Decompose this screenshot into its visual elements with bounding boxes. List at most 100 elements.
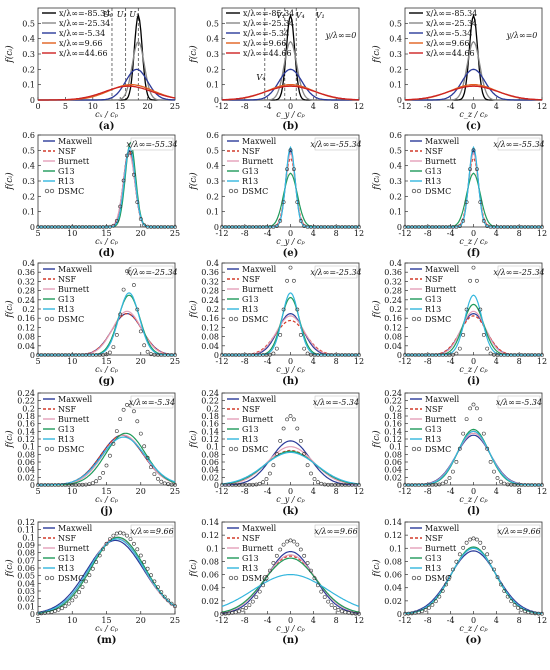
series-line-maxwell bbox=[221, 551, 360, 614]
y-tick-label: 0.1 bbox=[389, 208, 402, 217]
dsmc-point bbox=[488, 459, 493, 464]
y-tick-label: 0.07 bbox=[17, 556, 35, 565]
dsmc-point bbox=[406, 611, 411, 616]
dsmc-point bbox=[285, 167, 290, 172]
dsmc-point bbox=[142, 223, 147, 228]
y-tick-label: 0.6 bbox=[389, 131, 402, 140]
dsmc-point bbox=[474, 537, 479, 542]
dsmc-point bbox=[162, 481, 167, 486]
dsmc-point bbox=[94, 225, 99, 229]
dsmc-point bbox=[121, 178, 126, 183]
panel-g: 5 10 15 20 2500.040.080.120.160.20.240.280.3… bbox=[4, 259, 180, 387]
y-tick-label: 0.1 bbox=[206, 81, 219, 90]
dsmc-point bbox=[461, 431, 466, 436]
y-tick-label: 0 bbox=[214, 481, 219, 490]
x-tick-label: -8 bbox=[424, 616, 432, 625]
x-tick-label: 12 bbox=[354, 357, 364, 366]
dsmc-point bbox=[474, 406, 479, 411]
legend-label: x/λ∞=44.66 bbox=[59, 49, 108, 58]
dsmc-point bbox=[295, 307, 300, 312]
y-tick-label: 0.36 bbox=[384, 268, 402, 277]
dsmc-point bbox=[138, 217, 143, 221]
x-axis-label: c_y / cₚ bbox=[276, 237, 305, 246]
dsmc-point bbox=[108, 224, 112, 229]
dsmc-point bbox=[104, 352, 109, 357]
dsmc-point bbox=[257, 589, 262, 594]
dsmc-point bbox=[278, 218, 283, 223]
dsmc-point bbox=[485, 224, 490, 229]
dsmc-point bbox=[274, 451, 279, 456]
dsmc-point bbox=[357, 353, 361, 357]
legend-label: Maxwell bbox=[58, 137, 93, 146]
dsmc-point bbox=[121, 531, 126, 536]
legend-label: NSF bbox=[58, 275, 76, 284]
dsmc-point bbox=[540, 611, 544, 616]
legend-label: DSMC bbox=[58, 187, 84, 196]
series-line-r13 bbox=[405, 145, 542, 228]
dsmc-point bbox=[101, 470, 106, 475]
dsmc-point bbox=[125, 533, 129, 538]
legend-label: G13 bbox=[425, 425, 442, 434]
annotation-box bbox=[130, 395, 174, 409]
y-tick-label: 0.14 bbox=[384, 518, 402, 527]
y-tick-label: 0.2 bbox=[22, 404, 35, 413]
legend-label: NSF bbox=[58, 147, 76, 156]
annotation: y/λ∞=0 bbox=[506, 31, 538, 40]
legend-swatch bbox=[411, 446, 417, 452]
y-tick-label: 0.04 bbox=[384, 342, 402, 351]
y-tick-label: 0.14 bbox=[384, 427, 402, 436]
dsmc-point bbox=[131, 541, 136, 546]
dsmc-point bbox=[464, 307, 469, 312]
dsmc-point bbox=[485, 346, 490, 351]
x-tick-label: 10 bbox=[88, 102, 98, 111]
y-tick-label: 0.08 bbox=[201, 557, 219, 566]
legend-label: Maxwell bbox=[425, 137, 460, 146]
dsmc-point bbox=[145, 349, 150, 354]
dsmc-point bbox=[433, 482, 438, 487]
dsmc-point bbox=[295, 426, 300, 431]
legend-label: DSMC bbox=[242, 445, 268, 454]
x-axis-label: c_z / cₚ bbox=[459, 110, 488, 119]
dsmc-point bbox=[155, 476, 160, 481]
y-tick-label: 0.04 bbox=[384, 584, 402, 593]
annotation-box bbox=[497, 265, 541, 279]
y-tick-label: 0.24 bbox=[201, 296, 219, 305]
y-tick-label: 0.04 bbox=[201, 342, 219, 351]
dsmc-point bbox=[135, 547, 140, 552]
x-tick-label: -12 bbox=[216, 357, 229, 366]
x-tick-label: -4 bbox=[447, 357, 455, 366]
dsmc-point bbox=[291, 167, 296, 172]
y-tick-label: 0.12 bbox=[201, 323, 219, 332]
x-tick-label: 5 bbox=[63, 102, 68, 111]
x-tick-label: 8 bbox=[517, 102, 522, 111]
dsmc-point bbox=[492, 469, 496, 474]
x-tick-label: 0 bbox=[35, 102, 40, 111]
y-tick-label: 0.2 bbox=[389, 192, 402, 201]
y-tick-label: 0.28 bbox=[384, 287, 402, 296]
annotation: x/λ∞=-55.34 bbox=[493, 140, 544, 149]
dsmc-point bbox=[288, 148, 293, 153]
legend-label: R13 bbox=[242, 435, 258, 444]
dsmc-point bbox=[274, 346, 279, 351]
y-tick-label: 0.28 bbox=[201, 287, 219, 296]
legend-label: R13 bbox=[242, 177, 258, 186]
x-tick-label: 8 bbox=[334, 357, 339, 366]
legend-label: G13 bbox=[58, 167, 75, 176]
dsmc-point bbox=[274, 553, 279, 558]
legend-label: DSMC bbox=[242, 187, 268, 196]
x-tick-label: 4 bbox=[311, 357, 316, 366]
y-tick-label: 0.5 bbox=[206, 146, 219, 155]
x-tick-label: -12 bbox=[216, 487, 229, 496]
legend-label: DSMC bbox=[425, 574, 451, 583]
x-tick-label: -4 bbox=[447, 229, 455, 238]
y-tick-label: 0.06 bbox=[17, 458, 35, 467]
dsmc-point bbox=[540, 353, 544, 357]
legend-label: R13 bbox=[425, 435, 441, 444]
y-tick-label: 0.3 bbox=[22, 50, 35, 59]
dsmc-point bbox=[240, 353, 245, 357]
y-tick-label: 0.08 bbox=[201, 450, 219, 459]
dsmc-point bbox=[519, 607, 524, 612]
x-tick-label: 0 bbox=[288, 102, 293, 111]
y-tick-label: 0.5 bbox=[206, 19, 219, 28]
dsmc-point bbox=[226, 611, 231, 616]
